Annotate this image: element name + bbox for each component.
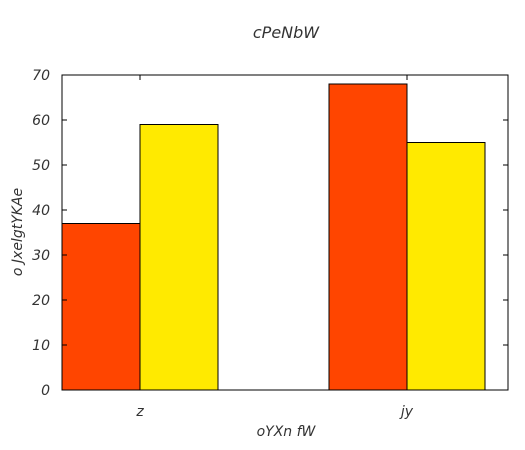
y-tick-label: 0: [41, 383, 50, 399]
bar-jy-series-1: [328, 83, 408, 391]
plot-frame: [61, 74, 509, 391]
chart-title: cPeNbW: [253, 23, 320, 42]
y-tick-label: 70: [32, 68, 50, 84]
bar-jy-series-2: [406, 142, 486, 391]
x-axis-label: oYXn fW: [257, 424, 317, 440]
ticks-layer: z jy 0 10 20 30 40 50 60 70: [32, 68, 508, 420]
y-tick-label: 20: [32, 293, 50, 309]
y-tick-label: 60: [32, 113, 50, 129]
y-axis-label: o JxelgtYKAe: [10, 188, 26, 276]
bar-z-series-2: [139, 124, 219, 391]
y-tick-label: 30: [32, 248, 50, 264]
x-tick-label: z: [135, 404, 144, 420]
y-tick-label: 50: [32, 158, 50, 174]
bar-z-series-1: [61, 223, 141, 391]
y-tick-label: 10: [32, 338, 50, 354]
y-tick-label: 40: [32, 203, 50, 219]
x-tick-label: jy: [399, 404, 414, 420]
bars-layer: [61, 83, 486, 391]
